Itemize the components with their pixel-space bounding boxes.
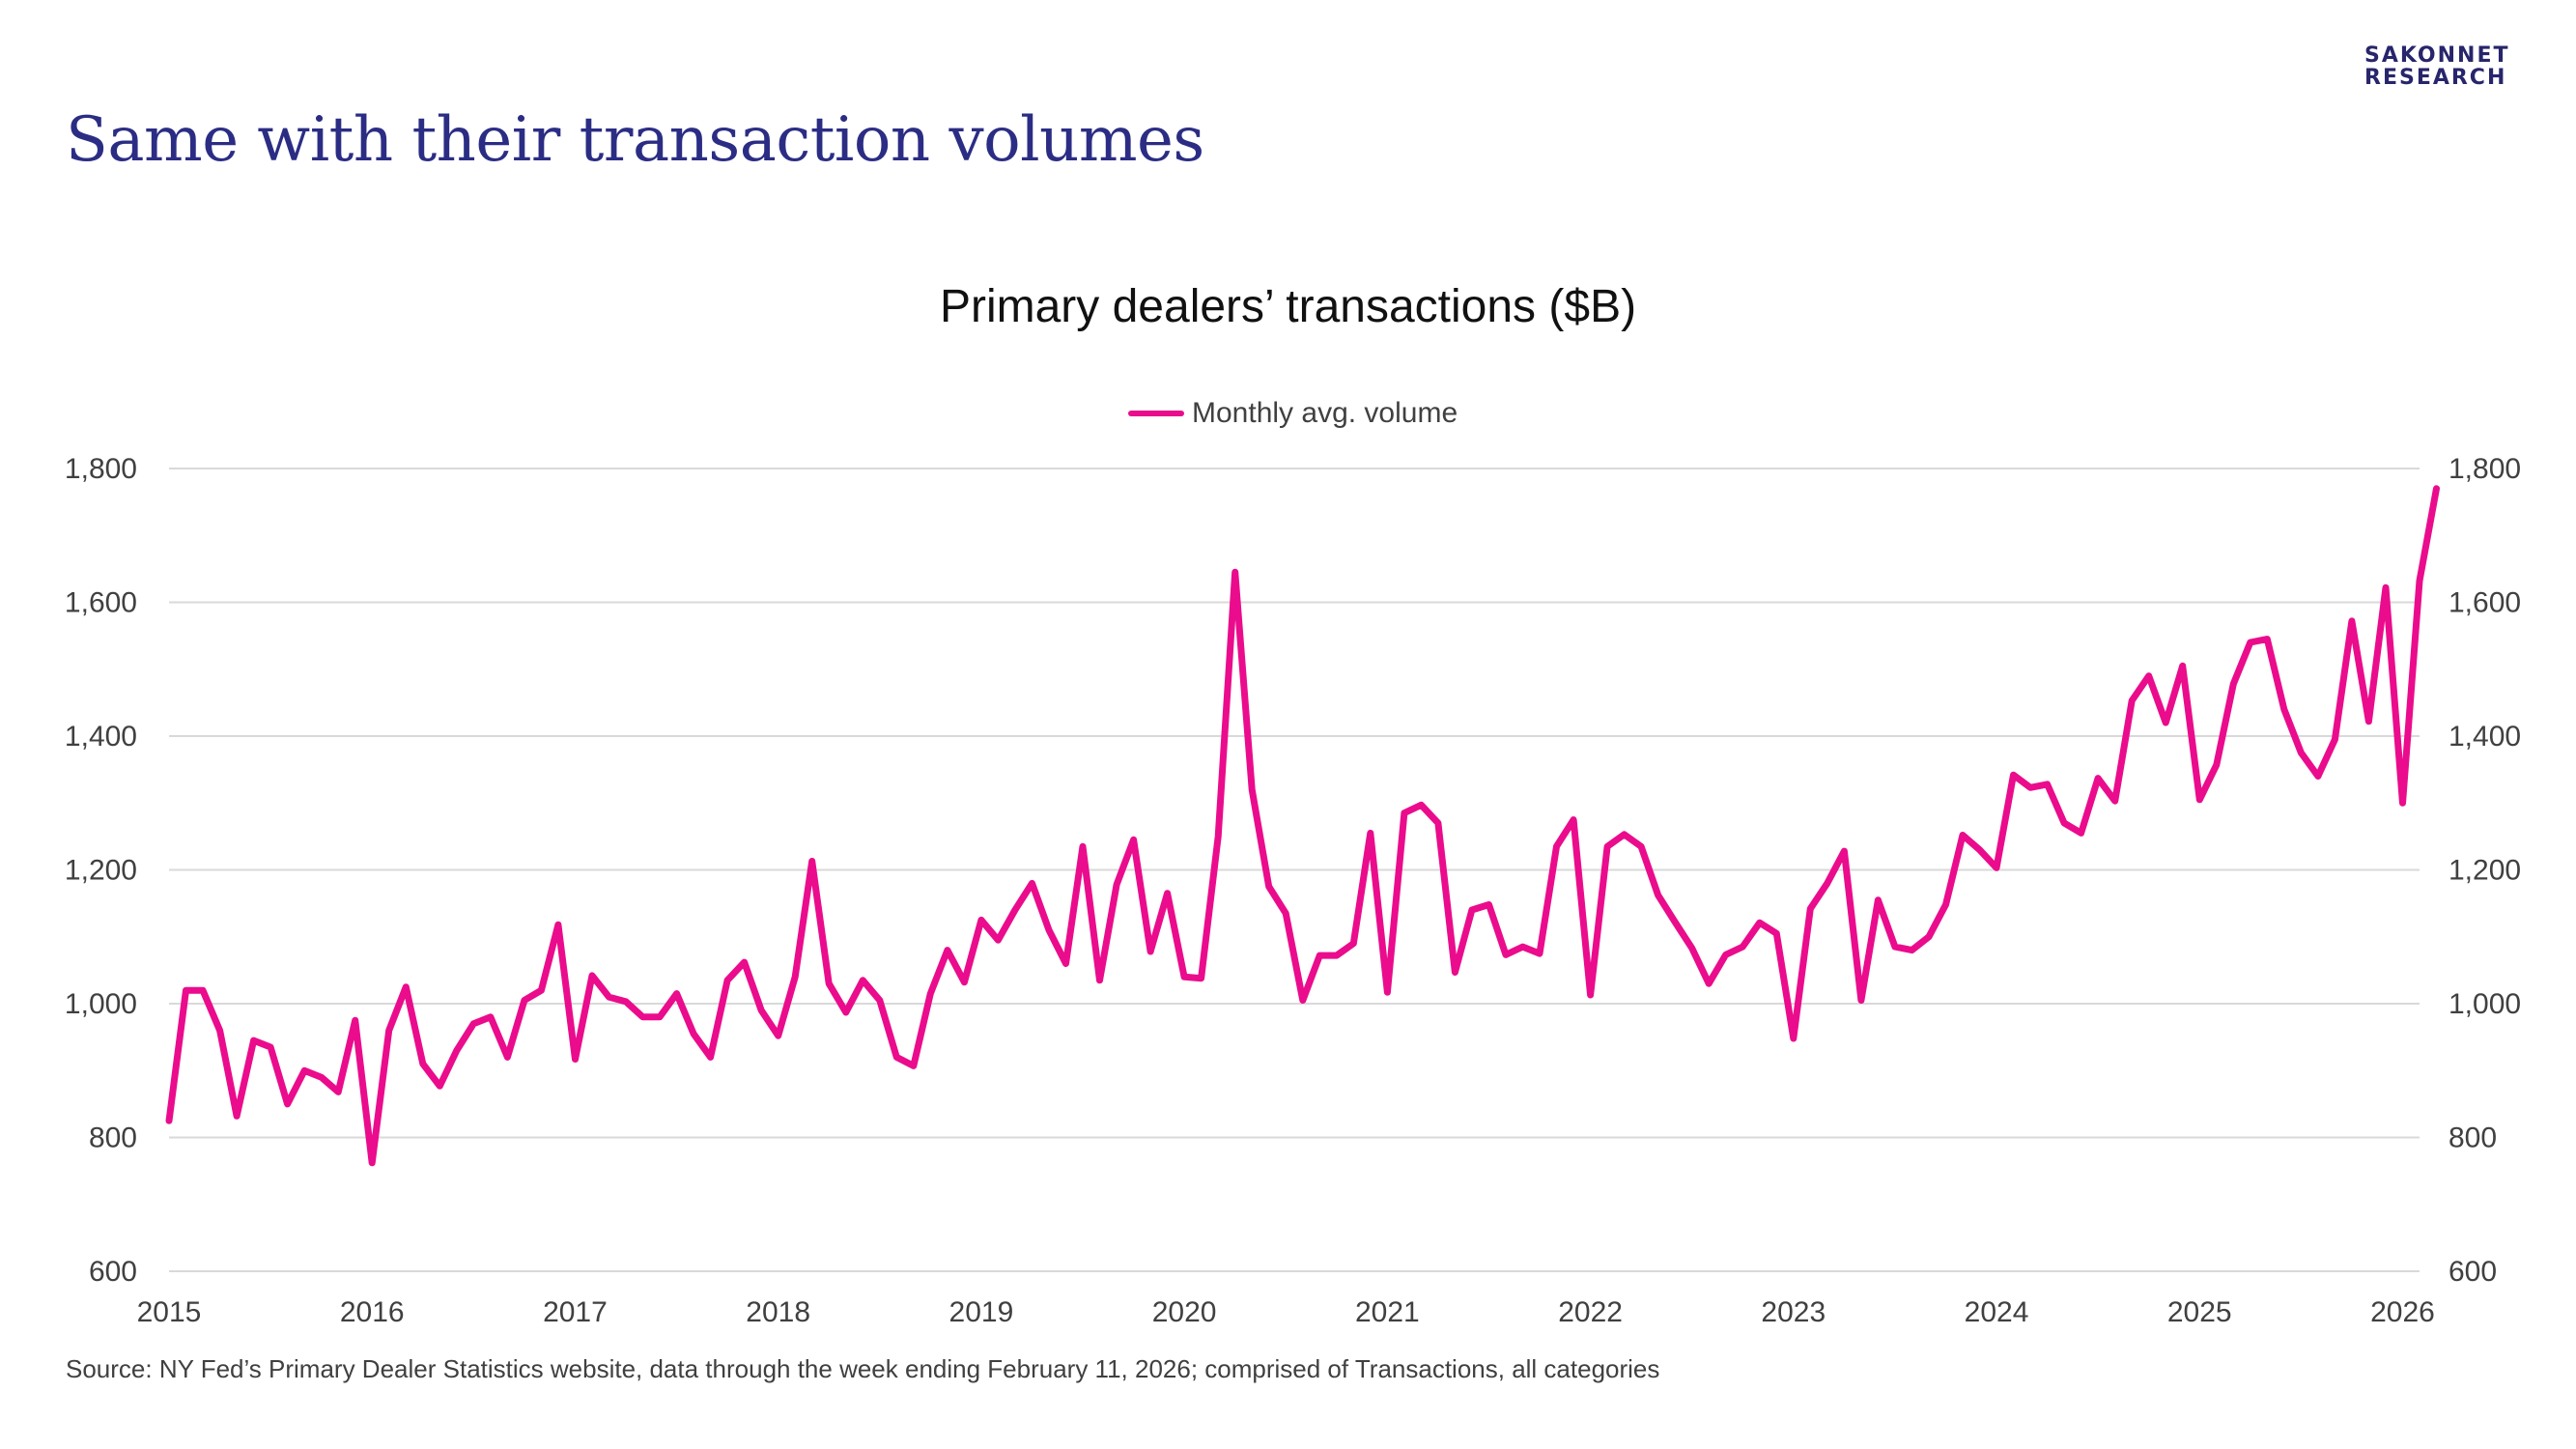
x-tick-label: 2025 [2167,1296,2232,1328]
y-tick-label-left: 1,600 [65,587,137,619]
series-line [169,489,2437,1163]
x-tick-label: 2026 [2370,1296,2435,1328]
x-tick-label: 2021 [1355,1296,1420,1328]
y-tick-label-right: 1,000 [2449,988,2521,1020]
y-tick-label-left: 1,200 [65,855,137,887]
x-tick-label: 2022 [1558,1296,1623,1328]
x-tick-label: 2017 [543,1296,608,1328]
y-tick-label-right: 1,600 [2449,587,2521,619]
y-tick-label-left: 600 [89,1256,137,1288]
x-tick-label: 2024 [1965,1296,2029,1328]
y-tick-label-right: 800 [2449,1122,2497,1154]
y-tick-label-left: 1,000 [65,988,137,1020]
x-tick-label: 2020 [1152,1296,1217,1328]
y-tick-label-right: 1,400 [2449,721,2521,753]
x-tick-label: 2015 [137,1296,202,1328]
x-tick-label: 2016 [340,1296,405,1328]
y-tick-label-right: 1,800 [2449,453,2521,485]
y-tick-label-left: 1,400 [65,721,137,753]
y-tick-label-right: 600 [2449,1256,2497,1288]
y-tick-label-left: 1,800 [65,453,137,485]
x-tick-label: 2019 [949,1296,1014,1328]
source-note: Source: NY Fed’s Primary Dealer Statisti… [66,1354,1659,1384]
y-tick-label-left: 800 [89,1122,137,1154]
y-tick-label-right: 1,200 [2449,855,2521,887]
x-tick-label: 2023 [1761,1296,1826,1328]
x-tick-label: 2018 [746,1296,810,1328]
